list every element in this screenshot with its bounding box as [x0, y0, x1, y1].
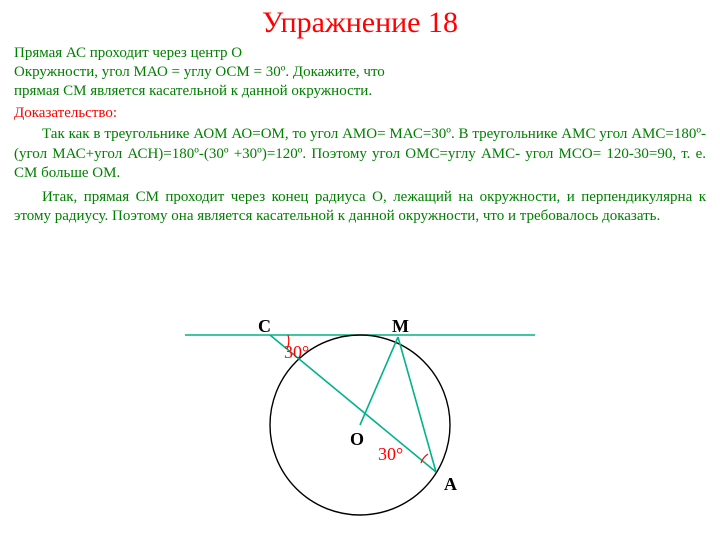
- proof-paragraph-2: Итак, прямая СМ проходит через конец рад…: [0, 186, 720, 227]
- label-angA: 30°: [378, 444, 403, 464]
- page-title: Упражнение 18: [0, 0, 720, 40]
- problem-line: прямая СМ является касательной к данной …: [14, 82, 706, 101]
- proof-paragraph-1: Так как в треугольнике АОМ АО=ОМ, то уго…: [0, 123, 720, 184]
- label-O: O: [350, 429, 364, 449]
- diagram-svg: C M O A 30° 30°: [180, 310, 540, 540]
- label-C: C: [258, 316, 271, 336]
- line-om: [360, 337, 398, 425]
- label-M: M: [392, 316, 409, 336]
- problem-line: Прямая АС проходит через центр О: [14, 44, 706, 63]
- problem-line: Окружности, угол МАО = углу ОСМ = 30º. Д…: [14, 63, 706, 82]
- label-angC: 30°: [284, 342, 309, 362]
- proof-header: Доказательство:: [0, 100, 720, 123]
- label-A: A: [444, 474, 457, 494]
- line-ma: [398, 337, 436, 472]
- geometry-diagram: C M O A 30° 30°: [0, 310, 720, 540]
- problem-block: Прямая АС проходит через центр О Окружно…: [0, 40, 720, 100]
